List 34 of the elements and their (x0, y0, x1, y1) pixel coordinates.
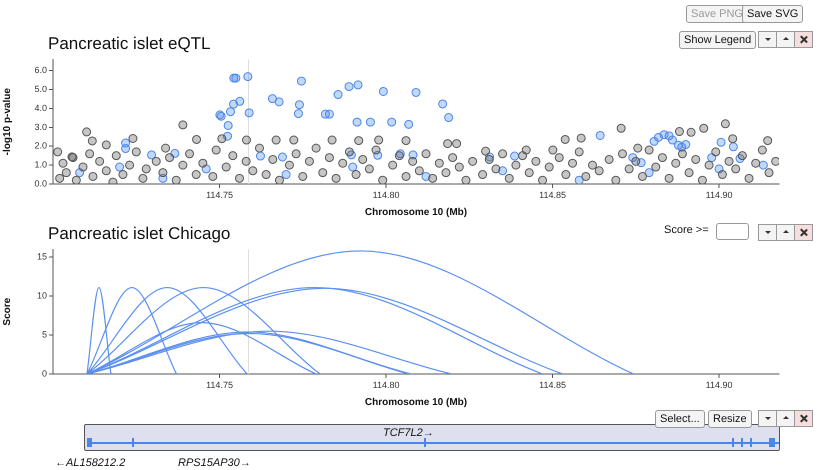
y-tick-label: 6.0 (34, 65, 47, 76)
x-axis-title: Chromosome 10 (Mb) (364, 396, 468, 408)
text: RPS15AP30→ (178, 457, 251, 469)
text: Save SVG (742, 5, 804, 23)
y-tick-label: 15 (36, 252, 47, 262)
y-tick-label: 4.0 (34, 102, 47, 113)
x-tick-label: 114.90 (706, 380, 732, 390)
x-tick-label: 114.80 (372, 380, 400, 390)
y-tick-label: 5.0 (34, 84, 47, 94)
y-tick-label: 2.0 (34, 140, 47, 151)
y-axis-title: Score (2, 297, 13, 326)
text: ←AL158212.2 (55, 457, 126, 469)
x-axis-title: Chromosome 10 (Mb) (364, 206, 468, 218)
x-tick-label: 114.75 (206, 190, 233, 200)
x-tick-label: 114.80 (372, 190, 400, 200)
x-tick-label: 114.90 (706, 190, 732, 200)
y-tick-label: 0.0 (34, 178, 47, 188)
y-tick-label: 3.0 (34, 122, 47, 132)
x-tick-label: 114.85 (539, 190, 566, 200)
chart-title: Pancreatic islet Chicago (48, 224, 230, 244)
text: Resize (708, 410, 752, 428)
x-tick-label: 114.85 (539, 380, 566, 390)
chart-title: Pancreatic islet eQTL (48, 34, 211, 54)
text: Select... (655, 410, 705, 428)
y-tick-label: 0 (42, 368, 47, 378)
y-tick-label: 10 (36, 290, 47, 301)
x-tick-label: 114.75 (206, 380, 233, 390)
text: TCF7L2→ (383, 427, 434, 439)
y-axis-title: -log10 p-value (2, 88, 13, 156)
y-tick-label: 5 (42, 330, 47, 340)
text: Save PNG (686, 5, 748, 23)
y-tick-label: 1.0 (34, 160, 47, 170)
text: Show Legend (679, 31, 756, 49)
text: Score >= (664, 224, 709, 236)
